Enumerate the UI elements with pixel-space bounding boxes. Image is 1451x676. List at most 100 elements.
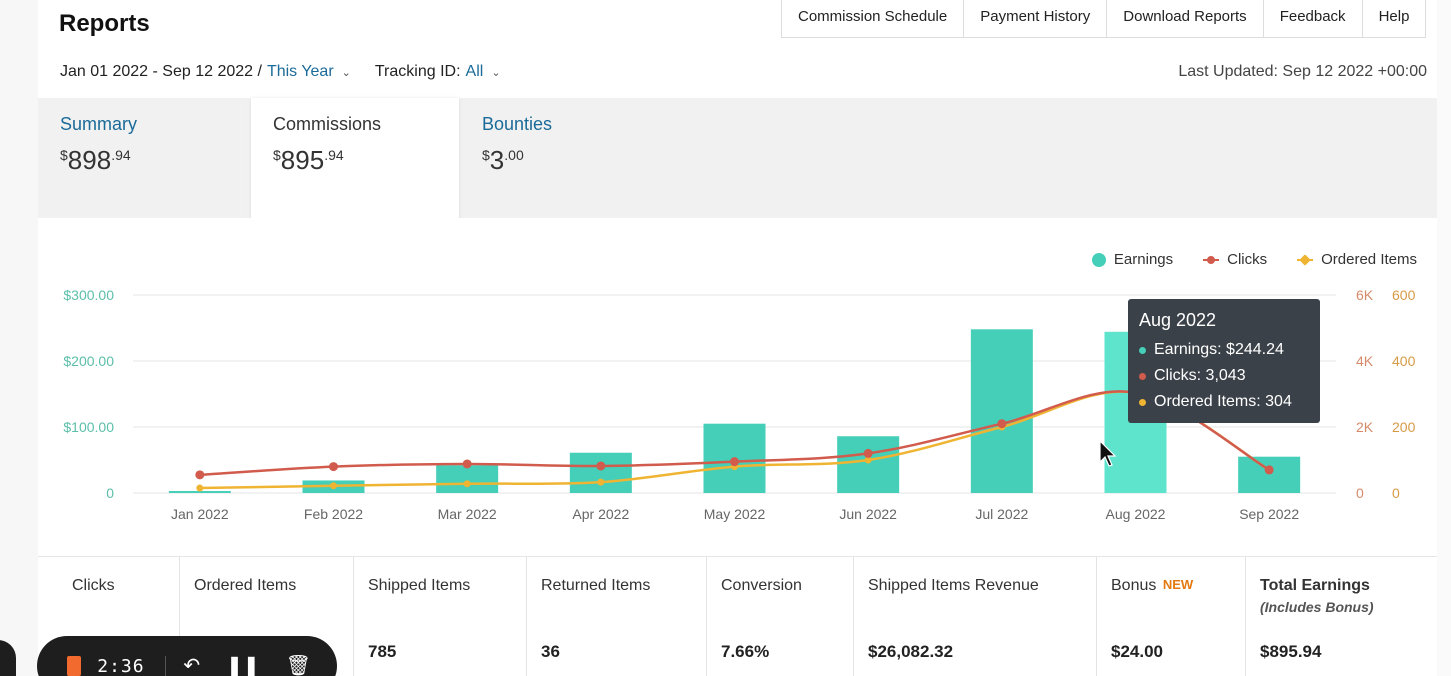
window-left-edge [0,0,38,676]
y-right-clicks-tick-label: 2K [1356,419,1374,435]
y-right-clicks-tick-label: 0 [1356,485,1364,501]
y-left-tick-label: $100.00 [63,419,114,435]
nav-download-reports[interactable]: Download Reports [1106,0,1262,37]
x-tick-label: Sep 2022 [1239,506,1299,522]
ordered-items-point [196,484,204,492]
clicks-point [863,448,873,458]
mouse-cursor-icon [1099,440,1117,467]
tab-label: Bounties [482,114,553,134]
stat-label: Bonus NEW [1111,577,1194,594]
stat-label: Shipped Items Revenue [868,577,1039,594]
legend-earnings[interactable]: Earnings [1091,251,1174,268]
stat-label: Shipped Items [368,577,471,594]
date-range: Jan 01 2022 - Sep 12 2022 / [60,63,262,80]
earnings-bar [168,491,231,493]
y-right-ordered-tick-label: 600 [1392,287,1416,303]
recorder-left-control[interactable] [0,640,16,676]
dot-icon [1139,346,1146,354]
stat-conversion: Conversion 7.66% [707,557,854,676]
last-updated: Last Updated: Sep 12 2022 +00:00 [1178,63,1427,80]
clicks-point [730,457,739,467]
nav-commission-schedule[interactable]: Commission Schedule [798,8,948,25]
earnings-bar [436,465,499,493]
line-marker-icon [1203,255,1220,264]
dot-icon [1139,372,1146,380]
tooltip-text: Clicks: 3,043 [1154,367,1246,384]
circle-icon [1091,252,1106,267]
clicks-point [329,462,338,472]
pause-icon[interactable]: ❚❚ [226,655,260,676]
tab-amount: $895.94 [273,145,344,175]
stat-label: Total Earnings [1260,577,1370,594]
x-tick-label: Mar 2022 [438,506,497,522]
tooltip-ordered: Ordered Items: 304 [1139,389,1309,415]
legend-label: Ordered Items [1321,251,1417,268]
tooltip-earnings: Earnings: $244.24 [1139,337,1309,363]
nav-help[interactable]: Help [1361,0,1426,37]
tooltip-text: Ordered Items: 304 [1154,393,1292,410]
x-tick-label: Apr 2022 [572,506,629,522]
clicks-point [195,470,205,480]
y-left-tick-label: $300.00 [63,287,114,303]
stat-label: Ordered Items [194,577,297,594]
nav-payment-history[interactable]: Payment History [963,0,1106,37]
tracking-id-label: Tracking ID: [374,63,461,80]
tab-bounties[interactable]: Bounties $3.00 [460,98,660,222]
stat-ordered-items: Ordered Items [180,557,354,676]
earnings-bar [569,452,632,493]
y-left-tick-label: $200.00 [63,353,114,369]
tooltip-title: Aug 2022 [1139,310,1217,330]
tab-commissions[interactable]: Commissions $895.94 [251,98,459,222]
y-right-ordered-tick-label: 0 [1392,485,1400,501]
tooltip-clicks: Clicks: 3,043 [1139,363,1309,389]
earnings-bar [970,329,1033,493]
ordered-items-point [463,480,471,488]
undo-icon[interactable]: ↶ [183,655,201,676]
window-right-edge [1437,0,1451,676]
chevron-down-icon[interactable]: ⌄ [341,66,351,79]
stat-value: 785 [368,642,397,661]
ordered-items-point [597,478,605,486]
legend-clicks[interactable]: Clicks [1203,251,1267,268]
stop-icon[interactable] [67,656,82,676]
ordered-items-point [864,456,872,464]
ordered-items-point [330,482,337,490]
stat-value: 7.66% [721,642,770,661]
legend-label: Earnings [1113,251,1174,268]
nav-feedback[interactable]: Feedback [1262,0,1362,37]
stat-value: $24.00 [1111,642,1163,661]
clicks-point [462,459,472,469]
x-tick-label: Jun 2022 [839,506,897,522]
screen-recorder-bar: 2:36 ↶ ❚❚ 🗑 [37,636,337,676]
period-dropdown[interactable]: This Year [266,63,334,80]
stat-label: Returned Items [541,577,651,594]
trash-icon[interactable]: 🗑 [285,655,311,676]
tracking-id-dropdown[interactable]: All [465,63,484,80]
divider [164,656,166,676]
stat-shipped-revenue: Shipped Items Revenue $26,082.32 [854,557,1097,676]
tooltip-text: Earnings: $244.24 [1154,341,1284,358]
stat-value: $895.94 [1260,642,1322,661]
stat-total-earnings: Total Earnings (Includes Bonus) $895.94 [1246,557,1437,676]
stat-bonus: Bonus NEW $24.00 [1097,557,1246,676]
stat-shipped-items: Shipped Items 785 [354,557,527,676]
tab-amount: $3.00 [482,145,524,175]
y-right-ordered-tick-label: 400 [1392,353,1416,369]
x-tick-label: Jul 2022 [975,506,1028,522]
earnings-bar [837,436,900,493]
x-tick-label: Jan 2022 [171,506,229,522]
y-right-ordered-tick-label: 200 [1392,419,1416,435]
legend-ordered-items[interactable]: Ordered Items [1297,251,1417,268]
dot-icon [1139,398,1146,406]
y-right-clicks-tick-label: 6K [1356,287,1374,303]
clicks-point [596,461,606,471]
stat-returned-items: Returned Items 36 [527,557,707,676]
line-marker-icon [1297,258,1314,261]
page-title: Reports [59,10,150,37]
tab-label: Commissions [273,114,382,134]
tab-summary[interactable]: Summary $898.94 [38,98,251,222]
chart-tooltip: Aug 2022 Earnings: $244.24 Clicks: 3,043… [1128,299,1320,423]
tab-label: Summary [60,114,138,134]
chevron-down-icon[interactable]: ⌄ [491,66,501,79]
recording-timer: 2:36 [97,656,145,676]
